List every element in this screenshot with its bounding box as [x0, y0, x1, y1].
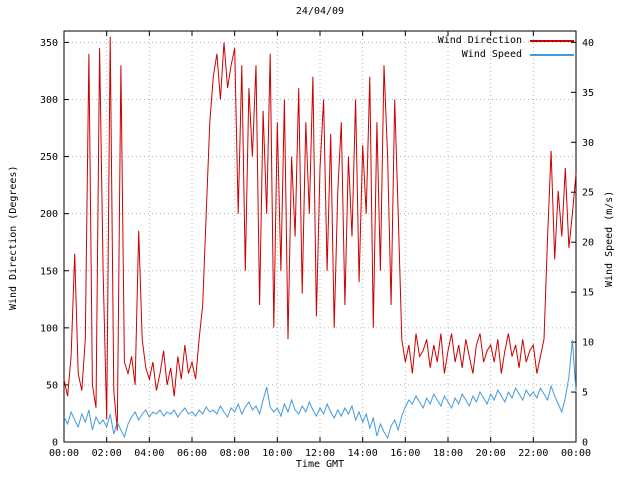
y-right-tick-label: 25: [582, 188, 594, 199]
y-right-tick-label: 40: [582, 38, 594, 49]
x-tick-label: 00:00: [49, 448, 79, 459]
y-right-tick-label: 5: [582, 388, 588, 399]
y-right-tick-label: 15: [582, 288, 594, 299]
y-left-tick-label: 250: [40, 152, 58, 163]
y-right-tick-label: 0: [582, 438, 588, 449]
legend: Wind Direction Wind Speed: [438, 35, 574, 60]
chart-title: 24/04/09: [295, 6, 345, 17]
y-right-tick-label: 30: [582, 138, 594, 149]
x-tick-label: 16:00: [390, 448, 420, 459]
left-axis-label: Wind Direction (Degrees): [8, 165, 19, 311]
series-wind-direction: [63, 36, 577, 431]
y-right-tick-label: 10: [582, 338, 594, 349]
x-tick-label: 18:00: [433, 448, 463, 459]
axis-ticks: 00:00 02:00 04:00 06:00 08:00 10:00 12:00 14:00…: [40, 31, 594, 459]
legend-item: Wind Direction: [438, 35, 574, 46]
legend-label: Wind Speed: [461, 49, 522, 60]
series-wind-speed: [63, 340, 577, 440]
x-tick-label: 08:00: [220, 448, 250, 459]
y-left-tick-label: 150: [40, 266, 58, 277]
y-left-tick-label: 50: [46, 380, 58, 391]
right-axis-label: Wind Speed (m/s): [604, 190, 615, 287]
x-tick-label: 12:00: [305, 448, 335, 459]
x-axis-label: Time GMT: [295, 459, 345, 470]
y-right-tick-label: 20: [582, 238, 594, 249]
x-tick-label: 04:00: [134, 448, 164, 459]
y-right-tick-label: 35: [582, 88, 594, 99]
x-tick-label: 02:00: [92, 448, 122, 459]
x-tick-label: 00:00: [561, 448, 591, 459]
x-tick-label: 14:00: [348, 448, 378, 459]
y-left-tick-label: 300: [40, 95, 58, 106]
legend-item: Wind Speed: [462, 49, 574, 60]
x-tick-label: 10:00: [262, 448, 292, 459]
x-tick-label: 20:00: [476, 448, 506, 459]
y-left-tick-label: 100: [40, 323, 58, 334]
legend-label: Wind Direction: [437, 35, 522, 46]
x-tick-label: 06:00: [177, 448, 207, 459]
y-left-tick-label: 350: [40, 38, 58, 49]
legend-line-sample: [530, 39, 574, 42]
y-left-tick-label: 0: [52, 438, 58, 449]
x-tick-label: 22:00: [518, 448, 548, 459]
y-left-tick-label: 200: [40, 209, 58, 220]
gridlines: [64, 31, 576, 442]
legend-line-sample: [530, 53, 574, 56]
plot-border: [63, 30, 577, 443]
